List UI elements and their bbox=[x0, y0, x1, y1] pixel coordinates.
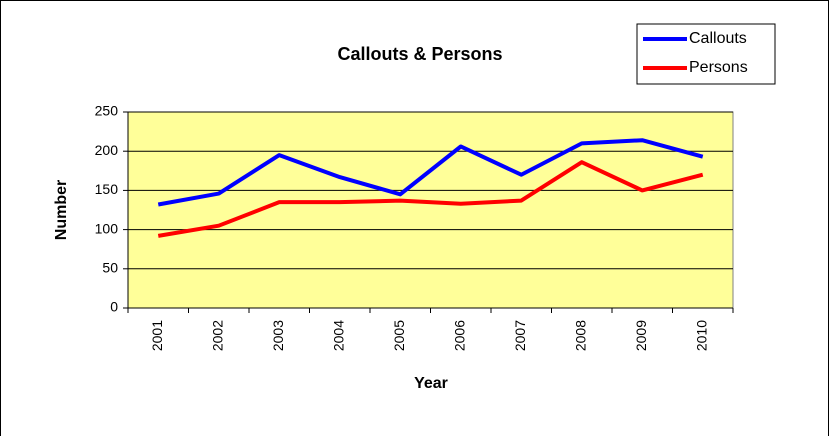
x-tick-label: 2001 bbox=[149, 320, 165, 351]
x-tick-label: 2006 bbox=[451, 320, 467, 351]
y-axis-label: Number bbox=[53, 180, 70, 240]
y-tick-label: 0 bbox=[110, 299, 118, 315]
y-tick-label: 250 bbox=[95, 103, 119, 119]
y-tick-label: 50 bbox=[102, 260, 118, 276]
x-tick-label: 2002 bbox=[209, 320, 225, 351]
x-tick-label: 2004 bbox=[330, 320, 346, 351]
legend-box bbox=[636, 23, 776, 85]
x-tick-label: 2007 bbox=[512, 320, 528, 351]
x-tick-label: 2008 bbox=[572, 320, 588, 351]
x-tick-label: 2003 bbox=[270, 320, 286, 351]
legend-label: Callouts bbox=[689, 30, 747, 47]
series-line bbox=[157, 160, 704, 238]
y-tick-label: 100 bbox=[95, 220, 119, 236]
x-tick-label: 2005 bbox=[391, 320, 407, 351]
y-tick-label: 200 bbox=[95, 142, 119, 158]
plot-area bbox=[127, 111, 734, 309]
y-tick-label: 150 bbox=[95, 181, 119, 197]
chart-title: Callouts & Persons bbox=[337, 44, 502, 64]
x-axis-label: Year bbox=[414, 375, 448, 392]
x-tick-label: 2010 bbox=[693, 320, 709, 351]
series-line bbox=[157, 138, 704, 207]
legend-label: Persons bbox=[689, 59, 748, 76]
x-tick-label: 2009 bbox=[633, 320, 649, 351]
